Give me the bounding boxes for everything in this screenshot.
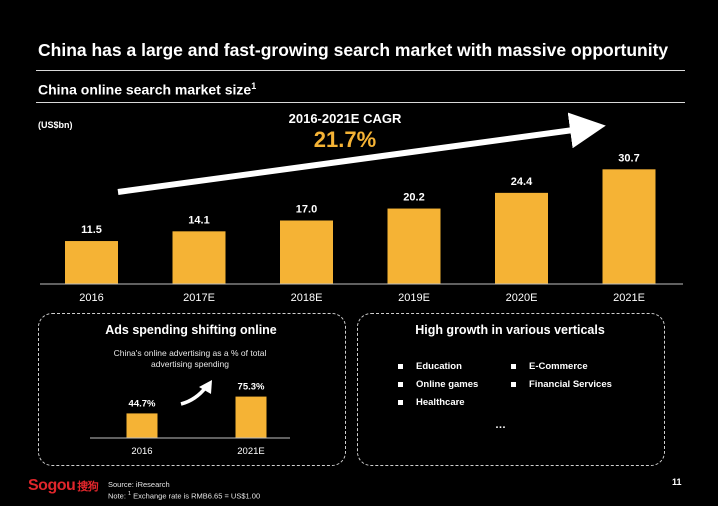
vertical-label: Online games <box>416 379 479 390</box>
bar <box>65 241 118 284</box>
sogou-logo: Sogou 搜狗 <box>28 477 99 495</box>
vertical-label: Education <box>416 361 462 372</box>
ads-panel-title: Ads spending shifting online <box>105 323 277 337</box>
ads-note-line-1: China's online advertising as a % of tot… <box>113 348 267 358</box>
verticals-panel <box>357 313 665 466</box>
chart-subtitle: China online search market size1 <box>38 81 256 98</box>
cagr-label: 2016-2021E CAGR <box>288 111 402 126</box>
bar <box>126 413 158 438</box>
note-prefix: Note: <box>108 491 129 500</box>
growth-arrow <box>117 112 606 195</box>
verticals-panel-title: High growth in various verticals <box>415 323 605 337</box>
bar <box>602 169 656 284</box>
bar <box>495 192 548 284</box>
ads-note-line-2: advertising spending <box>151 359 229 369</box>
online-ads-share-chart: 44.7% 2016 75.3% 2021E <box>90 380 290 457</box>
logo-chinese-text: 搜狗 <box>77 481 99 493</box>
bar <box>387 208 441 284</box>
subtitle-text: China online search market size <box>38 81 252 98</box>
bar-value-label: 24.4 <box>511 176 533 188</box>
bar-value-label: 44.7% <box>129 398 156 409</box>
vertical-item: E-Commerce <box>511 361 588 372</box>
shift-arrowhead <box>199 380 212 394</box>
x-tick-label: 2017E <box>183 292 215 304</box>
x-tick-label: 2020E <box>506 292 538 304</box>
vertical-label: Healthcare <box>416 397 465 408</box>
bar <box>172 231 226 284</box>
subtitle-footnote-marker: 1 <box>251 81 257 91</box>
vertical-item: Online games <box>398 379 478 390</box>
vertical-label: Financial Services <box>529 379 612 390</box>
vertical-label: E-Commerce <box>529 361 588 372</box>
bar-value-label: 75.3% <box>238 382 265 393</box>
source-line: Source: iResearch <box>108 480 170 489</box>
x-tick-label: 2021E <box>613 292 645 304</box>
bar <box>235 396 267 438</box>
unit-label: (US$bn) <box>38 120 73 130</box>
vertical-item: Financial Services <box>511 379 612 390</box>
bar-value-label: 11.5 <box>81 224 102 236</box>
bar-value-label: 30.7 <box>618 152 639 164</box>
bar-value-label: 17.0 <box>296 204 317 216</box>
page-number: 11 <box>672 477 682 487</box>
more-verticals-ellipsis: … <box>495 419 506 431</box>
note-text: Exchange rate is RMB6.65 = US$1.00 <box>131 491 261 500</box>
ads-chart-note: China's online advertising as a % of tot… <box>90 348 290 370</box>
bar-value-label: 14.1 <box>188 214 209 226</box>
bullet-icon <box>398 400 403 405</box>
bar <box>280 220 333 284</box>
x-tick-label: 2016 <box>79 292 103 304</box>
x-tick-label: 2018E <box>291 292 323 304</box>
cagr-value: 21.7% <box>313 127 377 152</box>
x-tick-label: 2019E <box>398 292 430 304</box>
vertical-item: Healthcare <box>398 397 465 408</box>
shift-arrow <box>180 385 208 406</box>
vertical-item: Education <box>398 361 462 372</box>
bullet-icon <box>398 382 403 387</box>
logo-text: Sogou <box>28 477 76 494</box>
subtitle-divider <box>36 102 685 103</box>
note-footnote-marker: 1 <box>128 490 132 497</box>
title-divider <box>36 70 685 71</box>
bullet-icon <box>511 364 516 369</box>
x-tick-label: 2016 <box>131 446 152 457</box>
bullet-icon <box>398 364 403 369</box>
market-size-chart: 11.5 2016 14.1 2017E 17.0 2018E 20.2 2019E 24.4 2… <box>40 112 683 304</box>
x-tick-label: 2021E <box>237 446 264 457</box>
ads-spending-panel <box>38 313 346 466</box>
source-note: Source: iResearch Note: 1 Exchange rate … <box>108 480 260 501</box>
bullet-icon <box>511 382 516 387</box>
note-line: Note: 1 Exchange rate is RMB6.65 = US$1.… <box>108 490 260 501</box>
bar-value-label: 20.2 <box>403 192 424 204</box>
page-title: China has a large and fast-growing searc… <box>38 40 669 60</box>
